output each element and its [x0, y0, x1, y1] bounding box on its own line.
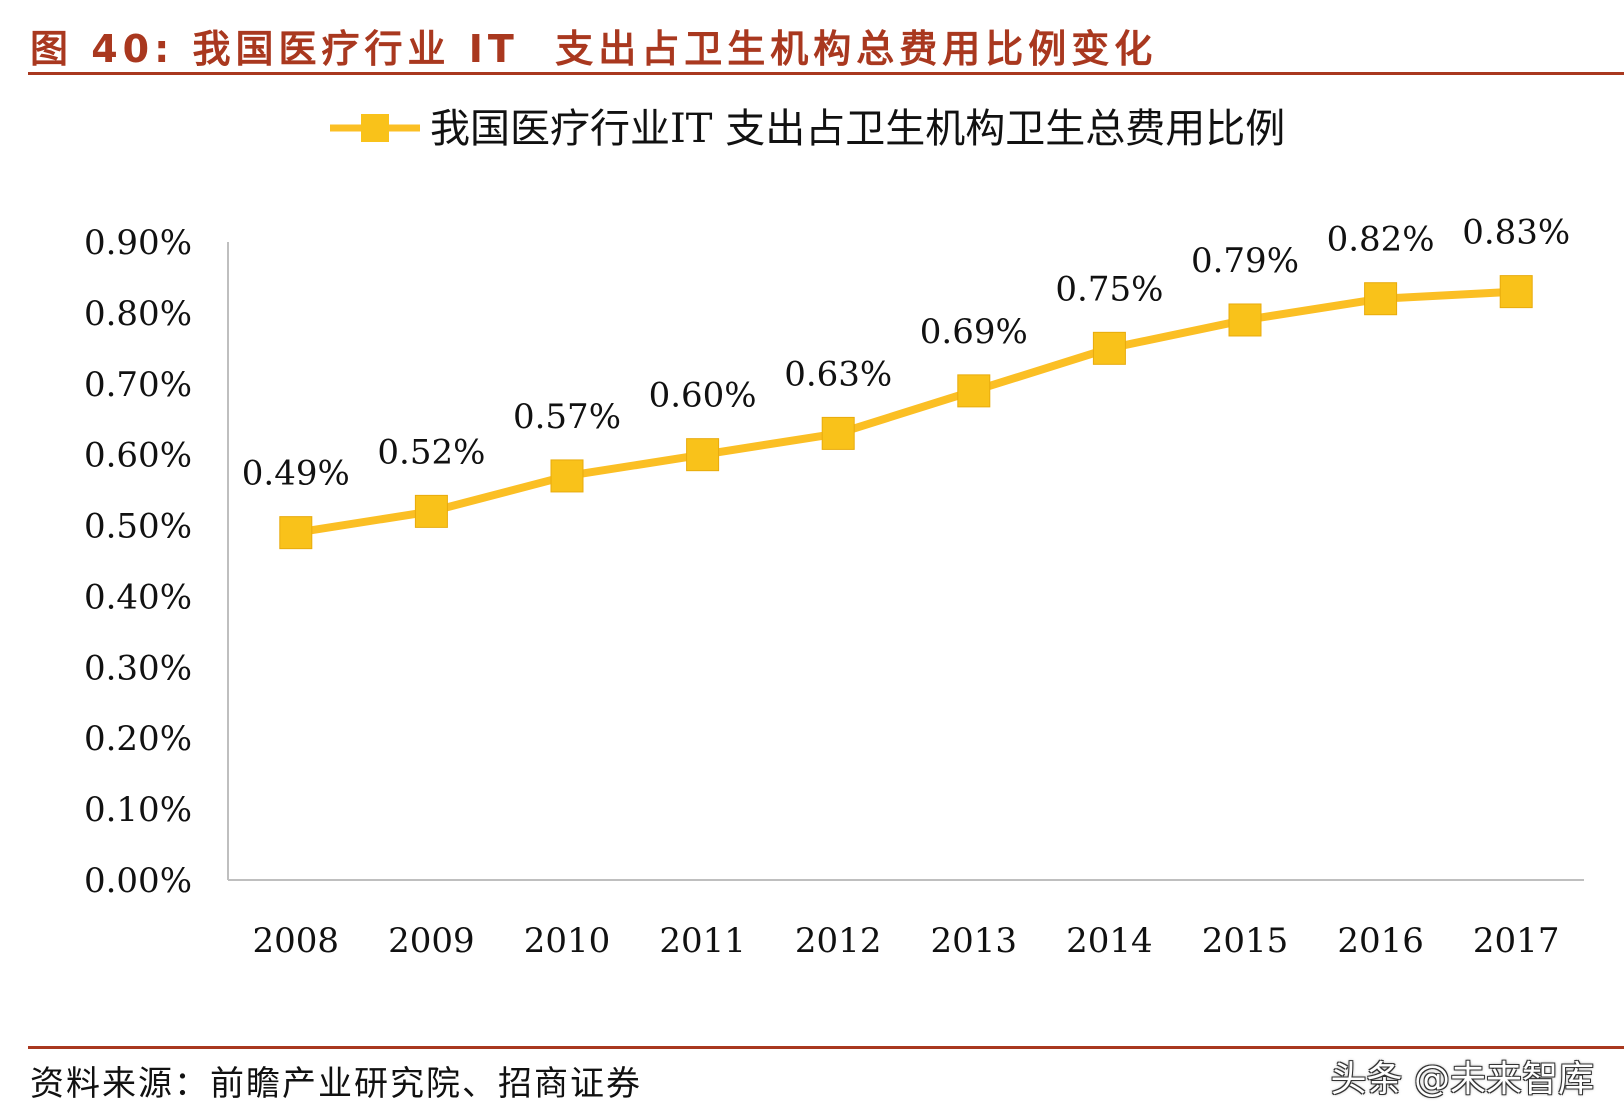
- data-point-marker: [1499, 275, 1533, 309]
- data-label: 0.75%: [1055, 269, 1163, 309]
- y-tick-label: 0.20%: [84, 719, 192, 759]
- data-label: 0.79%: [1191, 241, 1299, 281]
- x-tick-label: 2017: [1473, 921, 1560, 961]
- x-tick-label: 2009: [388, 921, 475, 961]
- data-labels: 0.49% 0.52% 0.57% 0.60% 0.63% 0.69% 0.75% 0.79%…: [242, 213, 1570, 494]
- data-label: 0.52%: [377, 432, 485, 472]
- data-label: 0.82%: [1327, 220, 1435, 260]
- y-tick-label: 0.50%: [84, 507, 192, 547]
- data-point-marker: [414, 494, 448, 528]
- data-label: 0.83%: [1462, 213, 1570, 253]
- y-tick-label: 0.40%: [84, 577, 192, 617]
- x-tick-label: 2010: [524, 921, 611, 961]
- data-point-marker: [686, 438, 720, 472]
- y-tick-label: 0.30%: [84, 648, 192, 688]
- data-label: 0.49%: [242, 454, 350, 494]
- source-note: 资料来源：前瞻产业研究院、招商证券: [30, 1064, 642, 1104]
- x-tick-label: 2012: [795, 921, 882, 961]
- x-tick-label: 2011: [659, 921, 746, 961]
- watermark-text: 头条 @未来智库: [1330, 1059, 1594, 1100]
- data-point-marker: [957, 374, 991, 408]
- y-axis-tick-labels: 0.00% 0.10% 0.20% 0.30% 0.40% 0.50% 0.60% 0.70%…: [84, 223, 192, 901]
- figure-title: 图 40: 我国医疗行业 IT 支出占卫生机构总费用比例变化: [30, 27, 1158, 71]
- data-label: 0.63%: [784, 354, 892, 394]
- x-tick-label: 2013: [931, 921, 1018, 961]
- x-tick-label: 2016: [1337, 921, 1424, 961]
- data-point-marker: [1092, 331, 1126, 365]
- legend-label: 我国医疗行业IT 支出占卫生机构卫生总费用比例: [430, 106, 1285, 152]
- data-point-marker: [1364, 282, 1398, 316]
- legend-marker-swatch: [361, 114, 389, 142]
- y-tick-label: 0.60%: [84, 436, 192, 476]
- chart-legend: 我国医疗行业IT 支出占卫生机构卫生总费用比例: [330, 106, 1285, 152]
- data-point-marker: [1228, 303, 1262, 337]
- data-point-marker: [821, 416, 855, 450]
- line-chart: 我国医疗行业IT 支出占卫生机构卫生总费用比例 0.00%0.10%0.20%0…: [84, 106, 1584, 961]
- y-tick-label: 0.80%: [84, 294, 192, 334]
- x-tick-label: 2014: [1066, 921, 1153, 961]
- x-tick-label: 2015: [1202, 921, 1289, 961]
- series-line: [291, 287, 1521, 537]
- x-axis-tick-labels: 2008 2009 2010 2011 2012 2013 2014 2015 2016 2017: [253, 921, 1560, 961]
- y-tick-label: 0.10%: [84, 790, 192, 830]
- y-tick-label: 0.00%: [84, 861, 192, 901]
- data-label: 0.60%: [649, 376, 757, 416]
- x-tick-label: 2008: [253, 921, 340, 961]
- series-markers: [279, 275, 1533, 550]
- y-tick-label: 0.70%: [84, 365, 192, 405]
- data-point-marker: [550, 459, 584, 493]
- data-label: 0.69%: [920, 312, 1028, 352]
- footer-rule: [28, 1046, 1624, 1049]
- data-point-marker: [279, 516, 313, 550]
- title-rule: [28, 72, 1624, 75]
- data-label: 0.57%: [513, 397, 621, 437]
- y-tick-label: 0.90%: [84, 223, 192, 263]
